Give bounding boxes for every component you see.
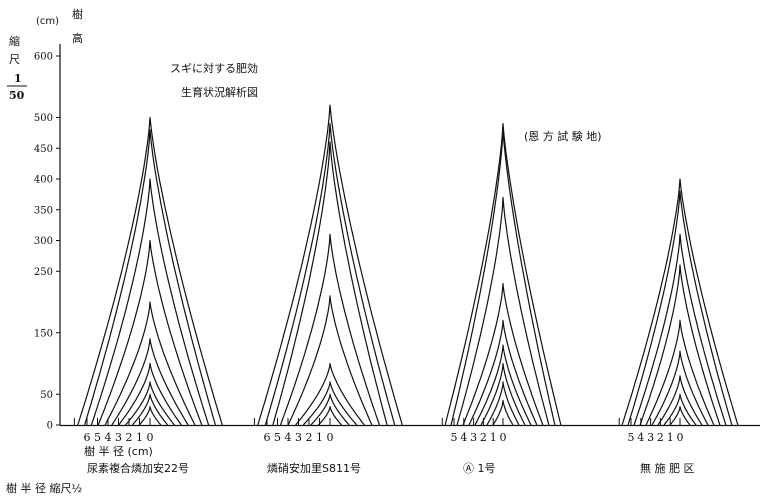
radius-tick-label: 0 bbox=[500, 431, 507, 444]
radius-tick-label: 3 bbox=[647, 431, 654, 444]
y-tick-label: 350 bbox=[34, 205, 53, 216]
radius-tick-label: 3 bbox=[295, 431, 302, 444]
radius-tick-label: 1 bbox=[316, 431, 323, 444]
radius-tick-label: 2 bbox=[480, 431, 487, 444]
growth-layer-contour bbox=[302, 381, 358, 426]
y-tick-label: 0 bbox=[47, 421, 53, 432]
radius-tick-label: 2 bbox=[306, 431, 313, 444]
radius-tick-label: 1 bbox=[136, 431, 143, 444]
figure-subtitle: 生育状況解析図 bbox=[181, 85, 258, 99]
growth-layer-contour bbox=[663, 393, 697, 426]
radius-tick-label: 4 bbox=[460, 431, 467, 444]
growth-layer-contour bbox=[444, 123, 562, 426]
radius-tick-label: 6 bbox=[264, 431, 271, 444]
growth-layer-contour bbox=[621, 178, 739, 426]
radius-tick-label: 0 bbox=[327, 431, 334, 444]
growth-layer-contour bbox=[474, 344, 532, 426]
growth-layer-contour bbox=[264, 123, 396, 426]
y-unit-label: (cm) bbox=[36, 16, 59, 27]
radius-tick-label: 1 bbox=[490, 431, 497, 444]
radius-tick-label: 5 bbox=[628, 431, 635, 444]
growth-layer-contour bbox=[257, 104, 403, 426]
radius-tick-label: 2 bbox=[657, 431, 664, 444]
y-tick-label: 600 bbox=[34, 52, 53, 63]
radius-tick-label: 4 bbox=[637, 431, 644, 444]
growth-layer-contour bbox=[84, 129, 216, 426]
growth-layer-contour bbox=[462, 283, 544, 426]
radius-tick-label: 5 bbox=[274, 431, 281, 444]
radius-tick-label: 5 bbox=[451, 431, 458, 444]
y-axis-label-char-2: 高 bbox=[72, 31, 83, 45]
growth-layer-contour bbox=[279, 233, 381, 426]
growth-layer-contour bbox=[480, 362, 526, 426]
y-tick-label: 400 bbox=[34, 175, 53, 186]
radius-tick-label: 4 bbox=[285, 431, 292, 444]
radius-tick-label: 2 bbox=[126, 431, 133, 444]
growth-layer-contour bbox=[639, 264, 721, 426]
plot-2-label: 燐硝安加里S811号 bbox=[267, 461, 361, 475]
scale-numerator: 1 bbox=[14, 72, 22, 85]
scale-denominator: 50 bbox=[9, 89, 25, 102]
radius-tick-label: 6 bbox=[84, 431, 91, 444]
growth-layer-contour bbox=[456, 196, 550, 426]
scale-label-char-1: 縮 bbox=[9, 34, 20, 48]
growth-layer-contour bbox=[295, 362, 365, 426]
site-note: (恩 方 試 験 地) bbox=[524, 129, 602, 143]
growth-layer-contour bbox=[645, 319, 715, 426]
growth-layer-contour bbox=[104, 301, 196, 426]
growth-layer-contour bbox=[317, 406, 343, 426]
radius-tick-label: 1 bbox=[667, 431, 674, 444]
growth-layer-contour bbox=[131, 393, 169, 426]
radius-tick-label: 5 bbox=[94, 431, 101, 444]
y-tick-label: 150 bbox=[34, 328, 53, 339]
growth-layer-contour bbox=[97, 239, 203, 426]
radius-tick-label: 0 bbox=[677, 431, 684, 444]
y-tick-label: 300 bbox=[34, 236, 53, 247]
radius-tick-label: 3 bbox=[115, 431, 122, 444]
growth-layer-contour bbox=[468, 319, 538, 426]
growth-layer-contour bbox=[118, 362, 182, 426]
radius-tick-label: 4 bbox=[105, 431, 112, 444]
growth-layer-contour bbox=[77, 116, 223, 426]
y-tick-label: 50 bbox=[40, 390, 53, 401]
y-tick-label: 450 bbox=[34, 144, 53, 155]
bottom-scale-note: 樹 半 径 縮尺½ bbox=[6, 481, 82, 495]
plot-3-label: Ⓐ 1号 bbox=[463, 462, 496, 475]
scale-label-char-2: 尺 bbox=[9, 53, 20, 66]
figure-title: スギに対する肥効 bbox=[170, 61, 258, 75]
growth-layer-contour bbox=[486, 381, 520, 426]
growth-layer-contour bbox=[657, 375, 703, 426]
x-unit-label: 樹 半 径 (cm) bbox=[84, 444, 153, 458]
growth-layer-contour bbox=[125, 381, 175, 426]
y-tick-label: 250 bbox=[34, 267, 53, 278]
growth-layer-contour bbox=[633, 233, 727, 426]
growth-layer-contour bbox=[450, 129, 556, 426]
y-axis-label-char-1: 樹 bbox=[72, 8, 83, 21]
plot-1-label: 尿素複合燐加安22号 bbox=[87, 461, 189, 475]
growth-layer-contour bbox=[310, 393, 350, 426]
growth-layer-contour bbox=[272, 141, 388, 426]
growth-layer-contour bbox=[111, 338, 189, 426]
growth-layer-contour bbox=[90, 178, 210, 426]
growth-layer-contour bbox=[138, 406, 162, 426]
growth-layer-contour bbox=[669, 406, 691, 426]
growth-layer-contour bbox=[492, 399, 514, 426]
plot-4-label: 無 施 肥 区 bbox=[640, 461, 695, 475]
growth-layer-contour bbox=[627, 190, 733, 426]
radius-tick-label: 3 bbox=[470, 431, 477, 444]
radius-tick-label: 0 bbox=[147, 431, 154, 444]
growth-layer-contour bbox=[287, 295, 373, 426]
growth-layer-contour bbox=[651, 350, 709, 426]
y-tick-label: 500 bbox=[34, 113, 53, 124]
